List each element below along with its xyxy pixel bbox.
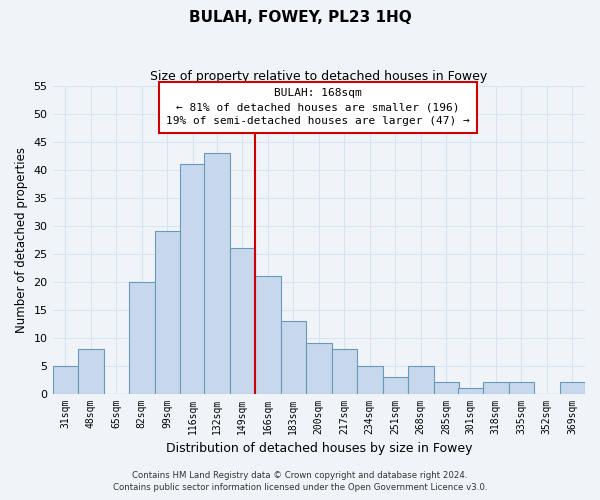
- Bar: [129, 282, 155, 394]
- Bar: [281, 321, 306, 394]
- Bar: [53, 366, 78, 394]
- Bar: [560, 382, 585, 394]
- Bar: [180, 164, 206, 394]
- Bar: [204, 153, 230, 394]
- Bar: [306, 343, 332, 394]
- Title: Size of property relative to detached houses in Fowey: Size of property relative to detached ho…: [150, 70, 487, 83]
- Bar: [230, 248, 255, 394]
- Bar: [408, 366, 434, 394]
- Bar: [509, 382, 534, 394]
- Bar: [78, 349, 104, 394]
- Text: BULAH, FOWEY, PL23 1HQ: BULAH, FOWEY, PL23 1HQ: [188, 10, 412, 25]
- Text: BULAH: 168sqm
← 81% of detached houses are smaller (196)
19% of semi-detached ho: BULAH: 168sqm ← 81% of detached houses a…: [166, 88, 470, 126]
- Bar: [155, 231, 180, 394]
- Text: Contains HM Land Registry data © Crown copyright and database right 2024.
Contai: Contains HM Land Registry data © Crown c…: [113, 471, 487, 492]
- Bar: [434, 382, 459, 394]
- Bar: [255, 276, 281, 394]
- Bar: [383, 377, 408, 394]
- X-axis label: Distribution of detached houses by size in Fowey: Distribution of detached houses by size …: [166, 442, 472, 455]
- Bar: [483, 382, 509, 394]
- Bar: [357, 366, 383, 394]
- Bar: [332, 349, 357, 394]
- Y-axis label: Number of detached properties: Number of detached properties: [15, 146, 28, 332]
- Bar: [458, 388, 483, 394]
